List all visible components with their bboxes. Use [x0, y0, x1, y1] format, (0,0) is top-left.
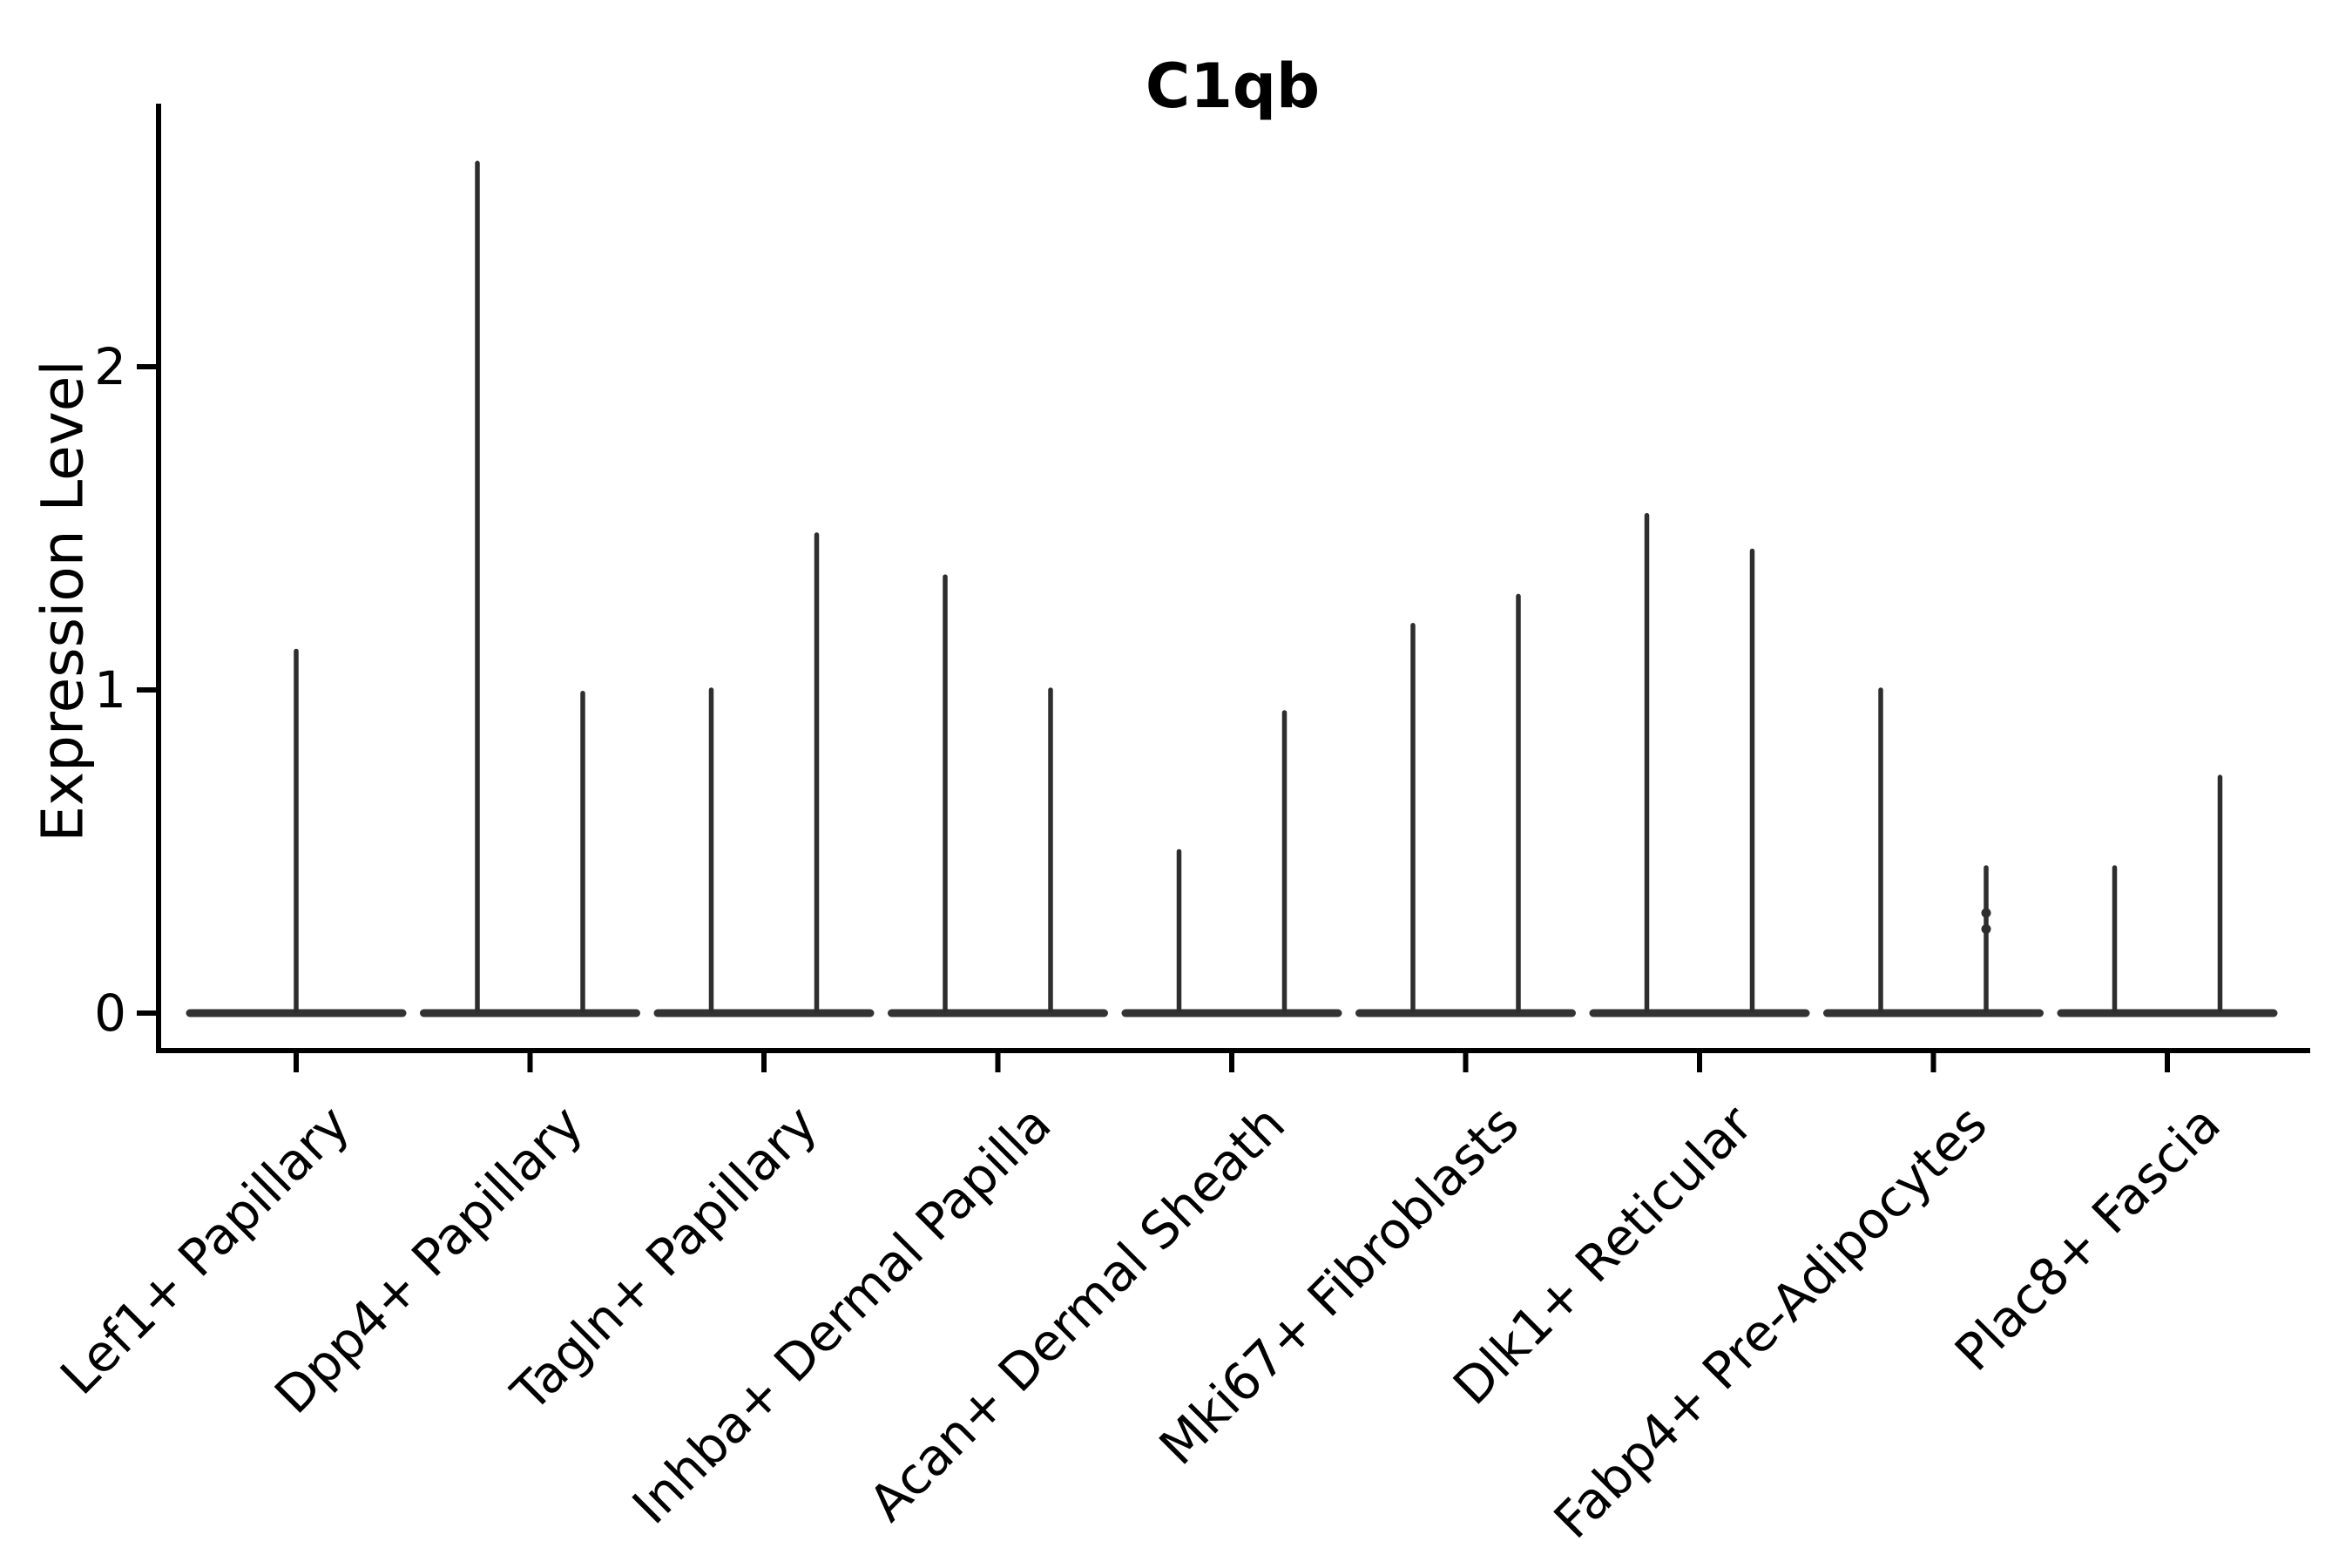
violin-knot [1981, 924, 1991, 935]
violin-knot [1981, 908, 1991, 918]
y-tick-label: 1 [94, 660, 126, 720]
y-tick-label: 0 [94, 983, 126, 1043]
y-tick-label: 2 [94, 337, 126, 396]
chart-title: C1qb [1145, 51, 1321, 122]
